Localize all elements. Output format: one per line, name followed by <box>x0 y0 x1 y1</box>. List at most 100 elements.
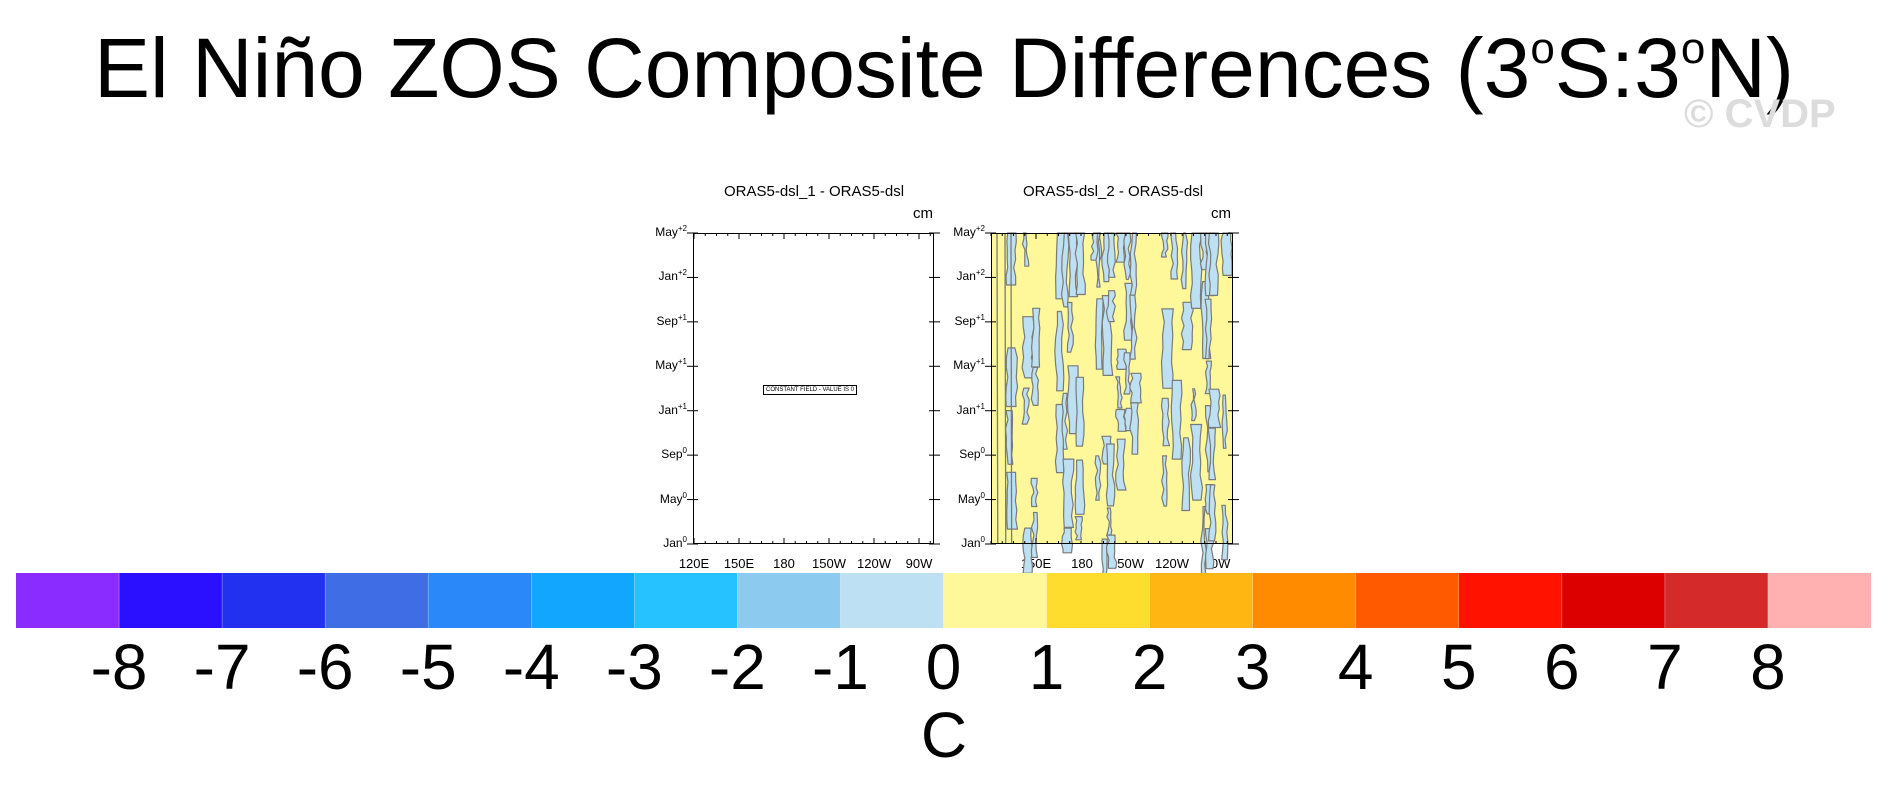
field-negative-patch <box>1170 232 1179 280</box>
page-title: El Niño ZOS Composite Differences (3oS:3… <box>93 21 1795 115</box>
field-negative-patch <box>1062 458 1075 528</box>
x-tick-label: 120W <box>1155 556 1189 571</box>
x-tick-label: 120W <box>857 556 891 571</box>
colorbar-segment <box>840 573 944 628</box>
field-negative-patch <box>1189 423 1203 501</box>
y-tick-year: +2 <box>975 224 985 233</box>
x-tick-label: 150W <box>812 556 846 571</box>
y-tick-month: Jan <box>658 269 678 284</box>
y-tick-month: Sep <box>661 447 683 462</box>
field-negative-patch <box>1129 402 1140 455</box>
colorbar-segment <box>1149 573 1253 628</box>
x-tick-label: 150E <box>723 556 755 571</box>
field-negative-patch <box>1054 310 1065 392</box>
colorbar-tick-label: 7 <box>1647 631 1683 703</box>
colorbar-segment <box>943 573 1047 628</box>
y-tick-label: Jan+2 <box>627 269 687 284</box>
y-tick-label: May+1 <box>627 357 687 373</box>
y-tick-year: 0 <box>682 446 687 456</box>
colorbar-tick-label: 3 <box>1234 631 1271 703</box>
y-tick-month: May <box>957 491 981 506</box>
field-negative-patch <box>1074 459 1086 515</box>
colorbar-tick-label: 2 <box>1131 631 1168 703</box>
y-tick-year: +1 <box>975 312 985 322</box>
field-negative-patch <box>1170 379 1183 460</box>
y-tick-month: Jan <box>663 536 683 550</box>
colorbar-segment <box>531 573 635 628</box>
constant-field-note: CONSTANT FIELD - VALUE IS 0 <box>763 385 858 395</box>
colorbar-tick-label: 5 <box>1440 631 1477 703</box>
colorbar-segment <box>1355 573 1460 628</box>
y-tick-month: Jan <box>961 536 981 550</box>
colorbar-segment <box>634 573 738 628</box>
colorbar-tick-label: 0 <box>925 631 962 703</box>
y-tick-month: Sep <box>656 313 678 328</box>
field-negative-patch <box>1204 298 1213 360</box>
colorbar-segment <box>325 573 429 628</box>
field-negative-patch <box>1181 437 1191 512</box>
degree-symbol: o <box>1530 24 1555 73</box>
field-negative-patch <box>1095 232 1101 288</box>
field-negative-patch <box>1221 504 1229 561</box>
panel-title-right: ORAS5-dsl_2 - ORAS5-dsl <box>1022 183 1204 200</box>
y-tick-label: May+1 <box>925 357 985 373</box>
field-negative-patch <box>1105 443 1116 507</box>
contour-line <box>996 232 999 545</box>
y-tick-month: Jan <box>956 269 976 284</box>
field-negative-patch <box>1161 455 1168 507</box>
field-negative-patch <box>1074 232 1086 296</box>
plot-frame <box>693 233 934 544</box>
field-negative-patch <box>1030 307 1041 368</box>
field-negative-patch <box>1160 397 1171 447</box>
contour-line <box>1010 232 1013 545</box>
y-tick-label: May+2 <box>925 224 985 240</box>
field-negative-patch <box>1021 387 1030 425</box>
y-tick-label: Jan+2 <box>925 269 985 284</box>
field-negative-patch <box>1180 232 1189 290</box>
colorbar-tick-label: 1 <box>1028 631 1065 703</box>
colorbar-tick-label: 4 <box>1337 631 1374 703</box>
colorbar-segment <box>119 573 223 628</box>
field-negative-patch <box>1094 455 1102 501</box>
y-tick-label: Jan0 <box>925 535 985 551</box>
plot-frame <box>991 233 1233 544</box>
colorbar-segment <box>1664 573 1769 628</box>
y-tick-month: Sep <box>954 313 976 328</box>
colorbar-segment <box>428 573 532 628</box>
colorbar-segment <box>222 573 326 628</box>
field-negative-patch <box>1061 392 1069 450</box>
colorbar-tick-label: 6 <box>1544 631 1580 703</box>
y-tick-label: May0 <box>925 491 985 506</box>
colorbar-segment <box>1252 573 1357 628</box>
y-tick-month: Jan <box>658 402 678 417</box>
y-tick-label: May0 <box>627 491 687 506</box>
y-tick-year: 0 <box>980 535 985 544</box>
y-tick-year: +1 <box>677 357 687 367</box>
y-tick-year: +1 <box>975 357 985 367</box>
field-negative-patch <box>1207 232 1220 297</box>
watermark: © CVDP <box>1684 92 1836 136</box>
colorbar-segment <box>16 573 120 628</box>
colorbar-tick-label: -7 <box>193 631 251 703</box>
field-negative-patch <box>1094 298 1104 370</box>
field-negative-patch <box>1030 366 1040 406</box>
field-negative-patch <box>1207 427 1217 481</box>
degree-symbol: o <box>1680 24 1706 73</box>
y-tick-month: May <box>655 225 678 239</box>
colorbar-segment <box>1458 573 1563 628</box>
field-negative-patch <box>1129 294 1138 360</box>
field-negative-patch <box>1129 372 1142 404</box>
y-tick-month: May <box>659 491 683 506</box>
y-tick-label: Jan+1 <box>627 401 687 417</box>
colorbar-label: C <box>920 699 968 771</box>
y-tick-year: +1 <box>677 401 687 411</box>
colorbar-segment <box>1046 573 1150 628</box>
field-negative-patch <box>1123 352 1132 395</box>
y-tick-label: Jan0 <box>627 536 687 551</box>
field-negative-patch <box>1067 232 1079 298</box>
field-negative-patch <box>1074 516 1083 541</box>
y-tick-label: Sep0 <box>925 447 985 462</box>
y-tick-year: +2 <box>677 224 687 233</box>
x-tick-label: 90W <box>1203 556 1231 571</box>
unit-label-left: cm <box>913 205 933 222</box>
